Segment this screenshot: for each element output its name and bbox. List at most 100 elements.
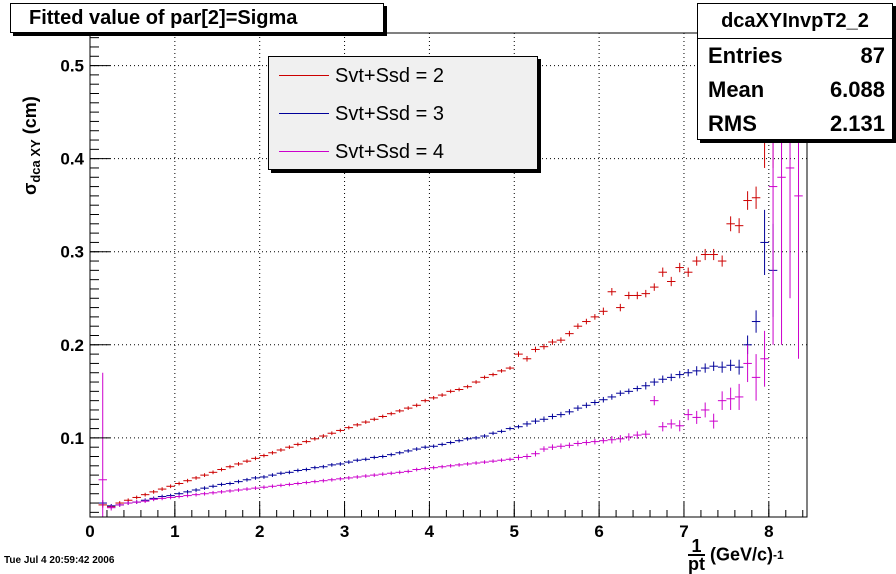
- x-tick-label: 3: [340, 522, 349, 541]
- data-point: [234, 479, 243, 484]
- data-point: [505, 457, 515, 462]
- data-point: [200, 473, 209, 477]
- data-point: [132, 500, 141, 504]
- stats-row-entries: Entries 87: [698, 39, 892, 73]
- data-point: [505, 426, 515, 431]
- data-point: [208, 484, 218, 489]
- data-point: [446, 389, 455, 394]
- stats-key: Entries: [708, 43, 783, 68]
- data-point: [166, 484, 175, 489]
- data-point: [336, 428, 345, 433]
- data-point: [293, 468, 303, 473]
- legend-line: [279, 151, 329, 152]
- data-point: [268, 473, 277, 477]
- data-point: [217, 467, 226, 472]
- legend-entry: Svt+Ssd = 4: [269, 133, 537, 171]
- data-point: [225, 464, 235, 469]
- data-point: [683, 267, 693, 277]
- data-point: [514, 424, 523, 429]
- data-point: [370, 417, 379, 422]
- data-point: [700, 402, 710, 418]
- data-point: [420, 445, 430, 450]
- stats-value: 87: [860, 43, 885, 68]
- data-point: [319, 478, 328, 483]
- data-point: [268, 484, 277, 489]
- data-point: [700, 363, 710, 373]
- data-point: [488, 459, 498, 464]
- x-tick-label: 6: [594, 522, 603, 541]
- x-tick-label: 5: [510, 522, 519, 541]
- data-point: [403, 449, 413, 453]
- data-point: [132, 495, 141, 500]
- data-point: [751, 310, 761, 333]
- data-point: [751, 354, 761, 401]
- data-point: [183, 490, 192, 494]
- data-point: [666, 419, 676, 429]
- data-point: [471, 380, 481, 384]
- data-point: [624, 291, 634, 300]
- data-point: [361, 457, 371, 462]
- data-point: [242, 459, 252, 464]
- y-axis-unit: (cm): [20, 96, 40, 135]
- data-point: [497, 458, 506, 463]
- legend-label: Svt+Ssd = 3: [335, 103, 444, 125]
- x-axis-unit-exponent: -1: [773, 548, 784, 562]
- data-point: [726, 216, 735, 232]
- data-point: [488, 431, 498, 436]
- y-tick-label: 0.2: [60, 336, 84, 355]
- data-point: [454, 387, 464, 392]
- data-point: [437, 393, 447, 397]
- data-point: [200, 486, 209, 491]
- data-point: [217, 490, 226, 494]
- data-point: [412, 447, 421, 451]
- data-point: [370, 455, 379, 460]
- data-point: [412, 467, 421, 472]
- data-point: [607, 288, 617, 296]
- data-point: [692, 366, 701, 376]
- data-point: [675, 262, 684, 273]
- stats-value: 2.131: [829, 111, 885, 136]
- data-point: [726, 359, 735, 371]
- x-tick-label: 1: [170, 522, 179, 541]
- data-point: [327, 463, 337, 467]
- data-point: [429, 465, 438, 470]
- data-point: [353, 422, 362, 427]
- data-point: [149, 497, 158, 502]
- data-point: [166, 495, 175, 500]
- data-point: [386, 411, 396, 416]
- axis-ticks: [89, 37, 804, 517]
- data-point: [157, 496, 167, 501]
- data-point: [573, 323, 583, 329]
- stats-box: dcaXYInvpT2_2 Entries 87 Mean 6.088 RMS …: [697, 3, 893, 140]
- data-point: [624, 388, 634, 395]
- data-point: [480, 460, 489, 464]
- legend-line: [279, 75, 329, 76]
- data-point: [751, 186, 761, 209]
- data-point: [157, 487, 167, 491]
- data-point: [717, 361, 727, 373]
- data-point: [361, 474, 371, 478]
- data-point: [302, 467, 311, 472]
- data-point: [633, 291, 642, 300]
- data-point: [641, 382, 651, 390]
- data-point: [522, 355, 532, 362]
- data-point: [717, 391, 727, 410]
- data-points: [98, 33, 803, 517]
- stats-row-mean: Mean 6.088: [698, 73, 892, 107]
- data-point: [293, 442, 303, 447]
- data-point: [403, 406, 413, 410]
- data-point: [242, 487, 252, 491]
- data-point: [437, 442, 447, 447]
- data-point: [607, 394, 617, 400]
- data-point: [276, 483, 286, 488]
- data-point: [386, 452, 396, 457]
- data-point: [709, 248, 718, 261]
- data-point: [174, 494, 184, 499]
- legend-line: [279, 113, 329, 114]
- data-point: [208, 490, 218, 495]
- data-point: [378, 454, 387, 459]
- data-point: [573, 440, 583, 447]
- data-point: [208, 470, 218, 475]
- stats-value: 6.088: [829, 77, 885, 102]
